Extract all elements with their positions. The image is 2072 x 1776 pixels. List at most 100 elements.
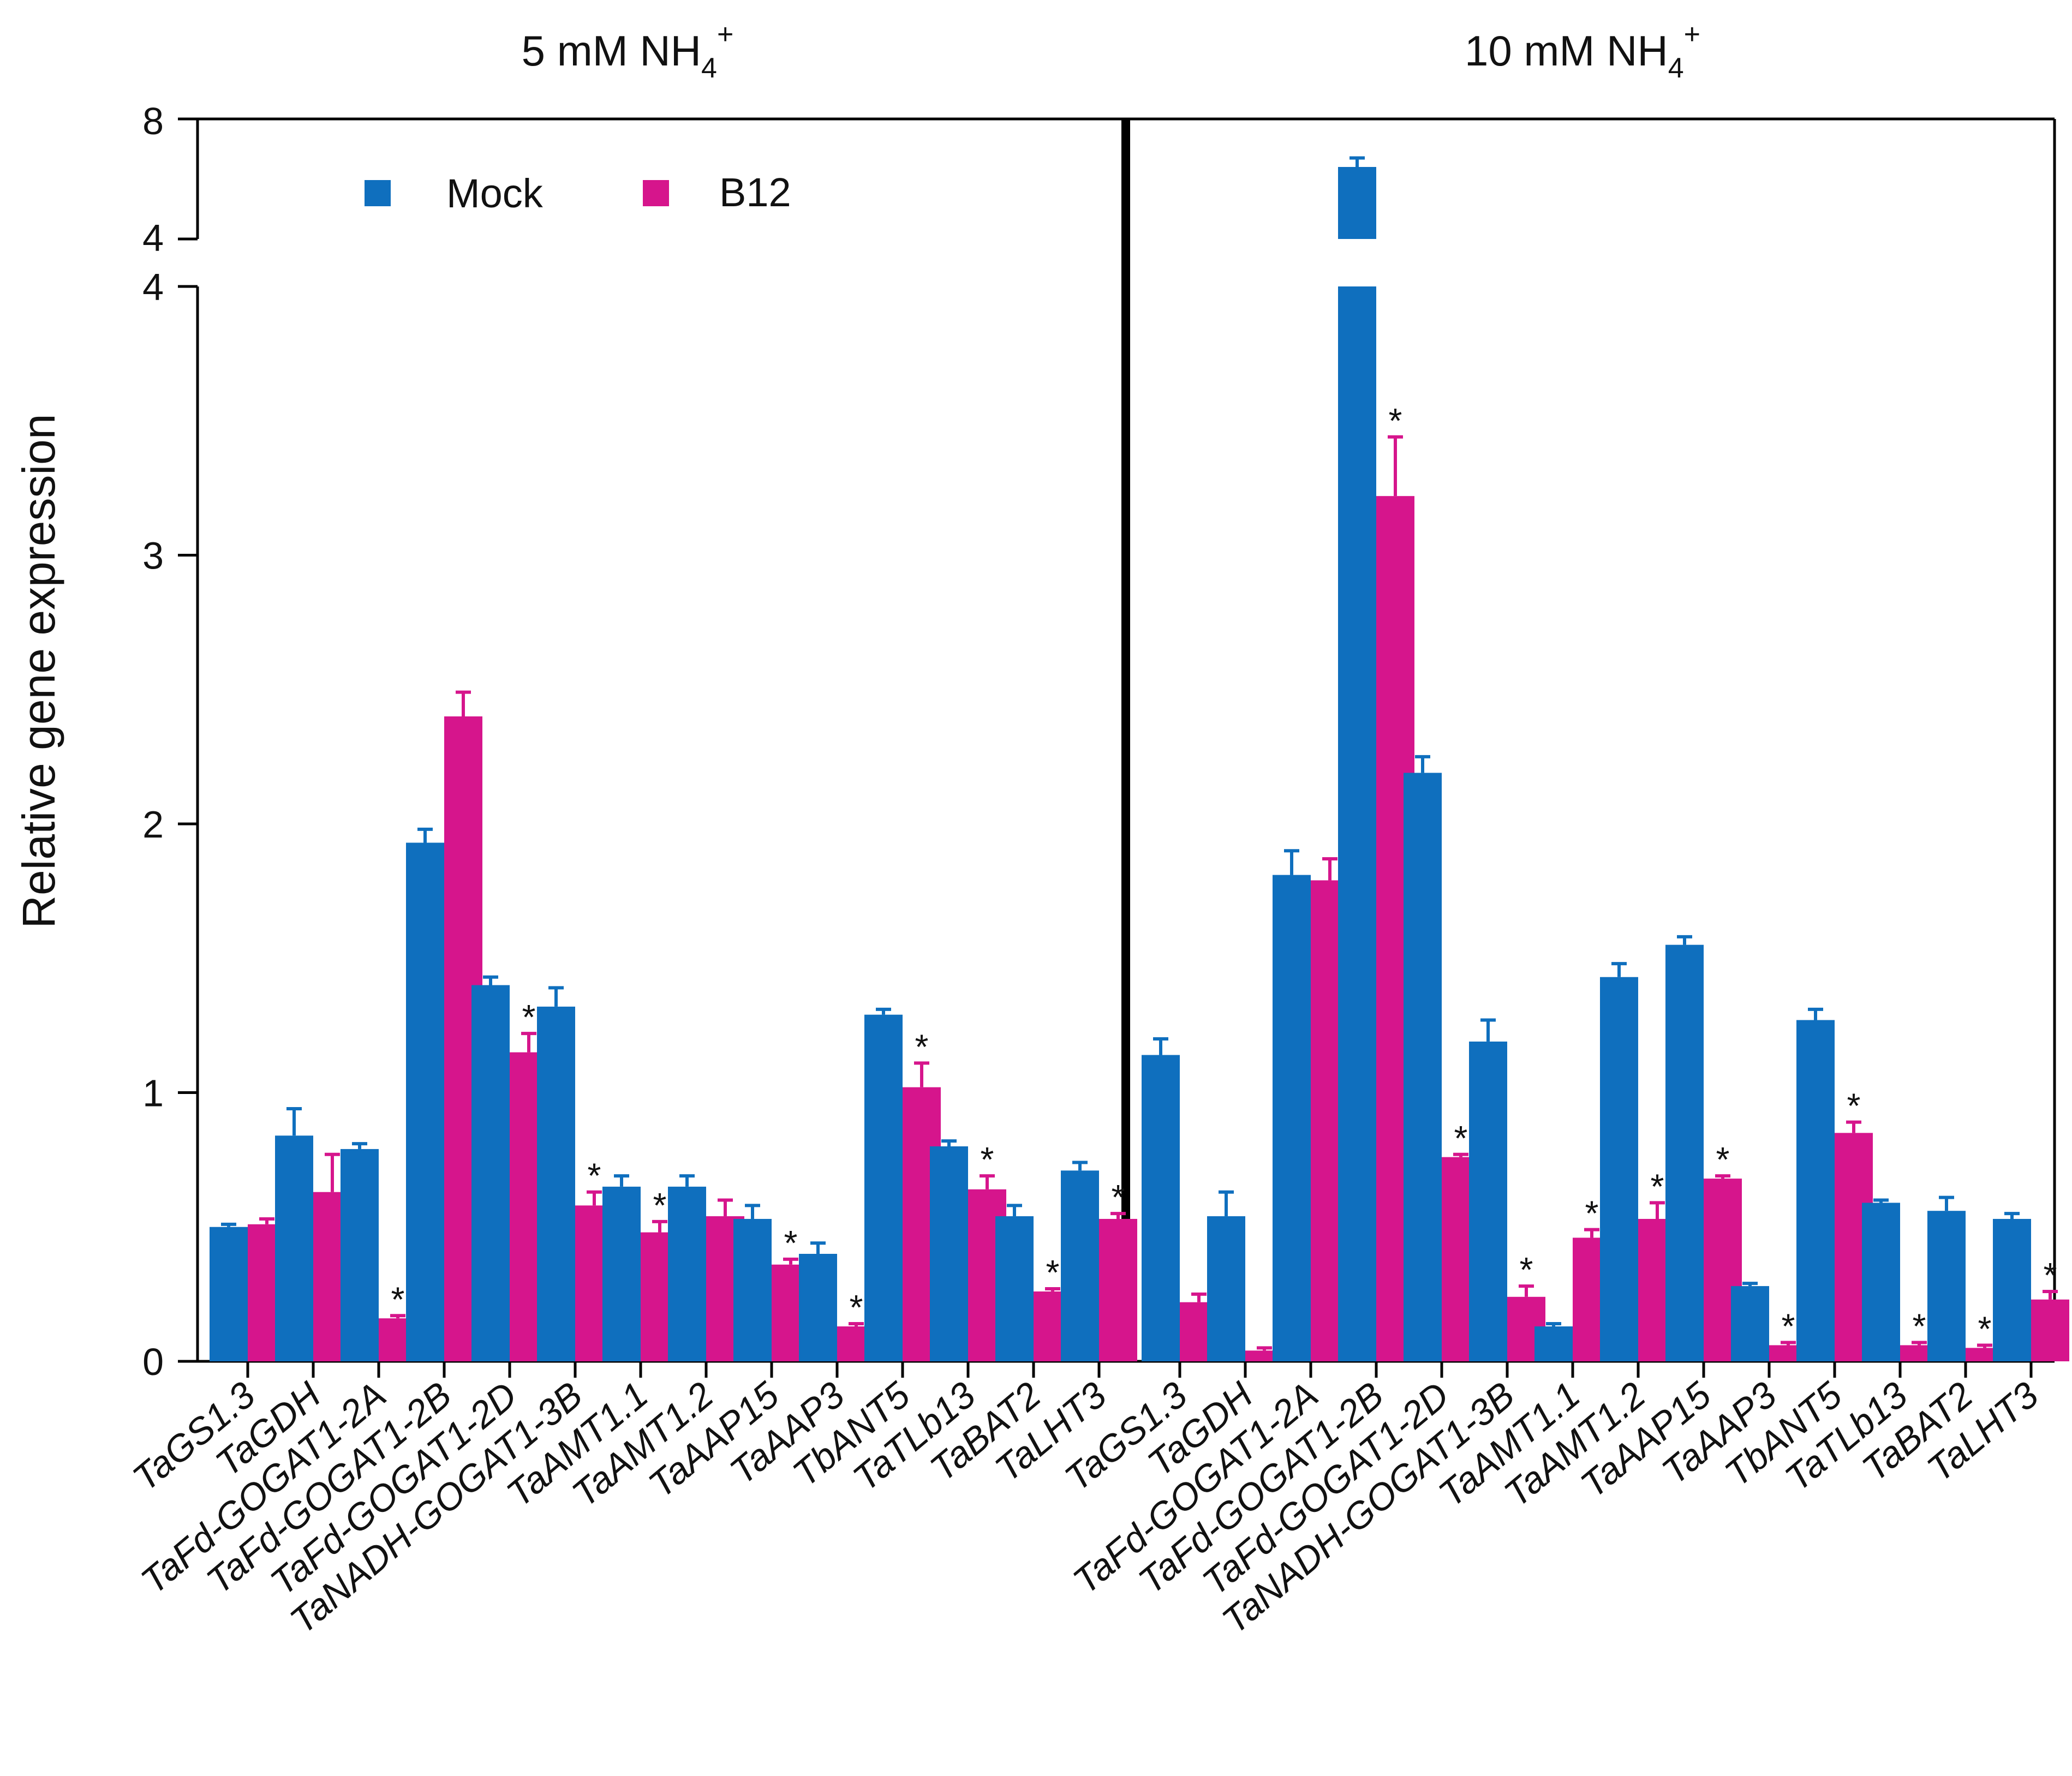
bar-p1-mock-3-rect-lower	[1338, 286, 1376, 1361]
bar-p1-mock-1	[1207, 1190, 1245, 1361]
bar-p0-mock-5	[537, 986, 575, 1361]
bar-p0-mock-4	[471, 975, 510, 1361]
ytick-label-4: 4	[142, 266, 164, 308]
bar-p0-b12-9-sig: *	[850, 1288, 863, 1327]
bar-p1-mock-0	[1142, 1037, 1180, 1361]
bar-p0-mock-3	[406, 827, 444, 1361]
bar-p1-b12-10-sig: *	[1847, 1086, 1861, 1126]
bar-p1-b12-5-sig: *	[1520, 1250, 1533, 1289]
bar-p1-mock-13-rect	[1993, 1218, 2031, 1361]
bar-p0-mock-8	[733, 1204, 772, 1361]
bar-p0-mock-7	[668, 1174, 706, 1361]
y-axis-title: Relative gene expression	[13, 414, 64, 928]
bar-p0-mock-3-rect	[406, 842, 444, 1361]
bar-p0-mock-8-rect	[733, 1218, 772, 1361]
bar-p1-mock-13	[1993, 1212, 2031, 1361]
y-ticks: 0 1 2 3 4	[142, 266, 198, 1383]
bar-p0-mock-0-rect	[210, 1227, 248, 1361]
panel-title-right: 10 mM NH4+	[1465, 19, 1700, 84]
legend: Mock B12	[365, 170, 791, 216]
bar-p0-mock-10	[864, 1007, 903, 1361]
bar-p0-mock-0	[210, 1222, 248, 1361]
bar-p0-mock-9-rect	[799, 1254, 837, 1361]
bar-p0-b12-11-sig: *	[981, 1140, 994, 1179]
bar-p1-mock-7-rect	[1600, 977, 1638, 1361]
bar-p1-b12-7-sig: *	[1651, 1167, 1664, 1206]
bar-p1-b12-13-sig: *	[2044, 1255, 2057, 1295]
bar-p1-mock-2-rect	[1273, 875, 1311, 1361]
bar-p1-mock-8-rect	[1665, 944, 1704, 1361]
bar-p1-b12-13-rect	[2031, 1299, 2069, 1361]
ytick-label-1: 1	[142, 1072, 164, 1115]
bar-p0-mock-4-rect	[471, 985, 510, 1361]
bar-p0-mock-12-rect	[995, 1216, 1034, 1361]
bar-p1-mock-12	[1927, 1195, 1966, 1361]
bar-p0-mock-11	[930, 1139, 968, 1361]
bar-p1-b12-13: *	[2031, 1255, 2069, 1361]
bar-p1-mock-4	[1404, 755, 1442, 1361]
bar-p0-b12-5-sig: *	[588, 1156, 601, 1195]
bar-p1-b12-4-sig: *	[1454, 1119, 1468, 1158]
bar-p1-mock-7	[1600, 962, 1638, 1361]
bar-p1-mock-0-rect	[1142, 1055, 1180, 1361]
panel-title-right-sup: +	[1684, 19, 1700, 50]
legend-label-mock: Mock	[446, 171, 544, 216]
bar-p1-mock-9-rect	[1731, 1286, 1769, 1361]
bar-p1-b12-9-sig: *	[1782, 1307, 1795, 1346]
bar-p0-mock-5-rect	[537, 1006, 575, 1361]
bar-p0-mock-9	[799, 1241, 837, 1361]
ytick-label-3: 3	[142, 535, 164, 577]
bar-p1-mock-5-rect	[1469, 1041, 1507, 1361]
bar-p1-mock-1-rect	[1207, 1216, 1245, 1361]
bars: * * * * * * * * * * * * * * * * * * * * *	[210, 156, 2069, 1361]
panel-title-left-main: 5 mM NH	[522, 27, 701, 75]
bar-p0-mock-1-rect	[275, 1135, 313, 1361]
panel-title-left-sub: 4	[701, 52, 717, 84]
bar-p1-mock-4-rect	[1404, 773, 1442, 1361]
ytick-label-0: 0	[142, 1341, 164, 1383]
ytick-upper-8: 8	[142, 100, 164, 142]
bar-p0-b12-12-sig: *	[1046, 1253, 1060, 1292]
bar-p1-b12-8-sig: *	[1716, 1140, 1730, 1179]
panel-title-left: 5 mM NH4+	[522, 19, 734, 84]
legend-label-b12: B12	[719, 170, 791, 215]
bar-p1-mock-10	[1796, 1007, 1835, 1361]
bar-p0-b12-8-sig: *	[784, 1223, 798, 1263]
bar-p0-mock-2-rect	[341, 1149, 379, 1361]
bar-p0-b12-2-sig: *	[391, 1279, 405, 1319]
bar-p0-mock-10-rect	[864, 1014, 903, 1361]
bar-p0-b12-4-sig: *	[522, 997, 536, 1037]
bar-p0-b12-6-sig: *	[653, 1186, 667, 1225]
bar-p1-b12-6-sig: *	[1585, 1194, 1599, 1233]
bar-p0-mock-1	[275, 1107, 313, 1361]
panel-title-right-sub: 4	[1668, 52, 1684, 84]
ytick-upper-4: 4	[142, 217, 164, 259]
bar-p0-mock-2	[341, 1142, 379, 1361]
bar-p0-mock-13-rect	[1061, 1170, 1099, 1361]
bar-p1-b12-12-sig: *	[1978, 1309, 1992, 1348]
bar-p0-b12-10-sig: *	[915, 1027, 929, 1066]
bar-p0-b12-13-rect	[1099, 1218, 1137, 1361]
bar-p0-mock-11-rect	[930, 1146, 968, 1361]
bar-p1-mock-12-rect	[1927, 1211, 1966, 1361]
bar-p1-mock-9	[1731, 1282, 1769, 1361]
ytick-label-2: 2	[142, 803, 164, 846]
bar-p0-mock-13	[1061, 1161, 1099, 1361]
bar-p1-mock-10-rect	[1796, 1020, 1835, 1361]
bar-p1-mock-3	[1338, 156, 1376, 1361]
bar-p1-mock-5	[1469, 1018, 1507, 1361]
bar-p1-b12-11-sig: *	[1913, 1307, 1926, 1346]
bar-p1-mock-11-rect	[1862, 1203, 1900, 1361]
bar-p0-mock-12	[995, 1204, 1034, 1361]
bar-p0-mock-7-rect	[668, 1186, 706, 1361]
bar-p1-mock-3-rect-upper	[1338, 167, 1376, 239]
bar-p0-b12-13: *	[1099, 1177, 1137, 1361]
x-tick-labels: TaGS1.3TaGDHTaFd-GOGAT1-2ATaFd-GOGAT1-2B…	[125, 1361, 2046, 1642]
bar-p1-mock-6	[1534, 1322, 1573, 1361]
legend-swatch-b12	[643, 180, 669, 206]
bar-p1-mock-11	[1862, 1198, 1900, 1361]
bar-p1-mock-2	[1273, 849, 1311, 1361]
bar-p0-mock-6	[602, 1174, 641, 1361]
bar-p1-mock-8	[1665, 935, 1704, 1361]
